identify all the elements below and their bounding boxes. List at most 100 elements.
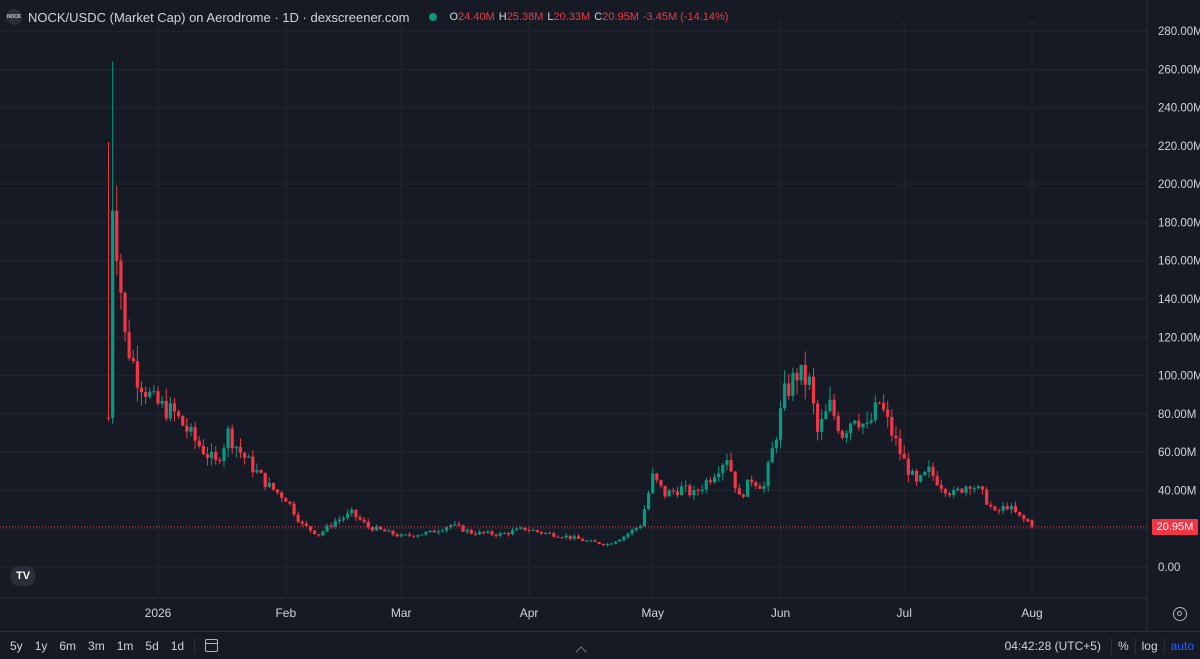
candle [510,527,515,536]
candle [197,436,201,449]
candle [733,471,737,494]
candle [914,468,919,486]
candle [292,501,296,517]
candle [853,419,857,426]
candle [407,532,412,538]
candle [556,535,560,538]
candle [622,535,626,542]
candle [395,532,399,538]
candle [543,532,548,536]
candle [787,373,791,400]
y-tick-label: 240.00M [1158,103,1200,115]
candle [564,533,568,540]
candle [626,532,630,539]
x-tick-label: Feb [275,606,296,620]
candle [832,393,836,421]
candle [811,368,816,415]
candle [387,529,391,532]
y-tick-label: 80.00M [1158,409,1196,421]
candle [589,539,593,542]
candle [461,524,465,533]
candle [189,423,193,437]
candle [523,527,527,532]
range-button-1m[interactable]: 1m [116,638,134,653]
candle [609,542,614,545]
candle [663,485,667,500]
candle [869,412,873,425]
candle [964,485,968,497]
market-status-icon[interactable] [429,13,438,21]
candle [770,441,774,463]
candle [209,443,214,466]
candle [412,535,416,538]
candle [560,536,564,539]
candle [218,457,222,465]
candle [403,533,407,536]
clock-display[interactable]: 04:42:28 (UTC+5) [1004,638,1101,653]
candle [226,425,230,458]
candle [432,529,436,533]
candle [684,480,688,493]
range-button-6m[interactable]: 6m [59,638,77,653]
candle [519,526,523,530]
candle [1030,519,1034,529]
candle [498,531,502,538]
range-button-5d[interactable]: 5d [145,638,159,653]
candle [156,386,160,406]
range-selector: 5y 1y 6m 3m 1m 5d 1d [4,639,190,653]
log-toggle[interactable]: log [1134,637,1164,654]
candle [106,142,111,422]
candle [795,368,799,395]
bottom-toolbar: 5y 1y 6m 3m 1m 5d 1d 04:42:28 (UTC+5) % log au… [0,631,1200,659]
candle [671,487,675,495]
y-tick-label: 100.00M [1158,371,1200,383]
candle [527,527,531,533]
candle [234,445,238,458]
candle [688,483,692,498]
candle [506,531,511,537]
tradingview-logo-icon[interactable]: TV [10,566,36,586]
x-tick-label: Jul [897,606,912,620]
gear-icon[interactable] [1173,607,1187,621]
time-axis: 2026 Feb Mar Apr May Jun Jul Aug [145,606,1043,620]
candle [774,436,778,453]
candle [572,534,576,541]
candle [337,515,341,525]
auto-toggle[interactable]: auto [1163,637,1200,654]
range-button-1y[interactable]: 1y [34,638,48,653]
candle [214,446,218,465]
candle [205,447,210,466]
range-button-5y[interactable]: 5y [10,638,23,653]
range-button-3m[interactable]: 3m [88,638,105,653]
candle [754,480,758,490]
candle [581,537,585,542]
candle [700,484,704,495]
candle [308,525,313,533]
candle [960,487,964,494]
percent-toggle[interactable]: % [1110,637,1135,654]
candle [222,444,226,467]
candle [985,486,989,506]
candle [857,413,861,432]
close-value: 20.95M [602,11,639,23]
last-price-label: 20.95M [1152,519,1198,535]
candle [919,474,923,483]
candle [667,488,671,497]
candle [642,505,647,527]
candle [362,516,366,524]
candle [329,522,333,529]
range-button-1d[interactable]: 1d [170,638,185,653]
symbol-title[interactable]: NOCK/USDC (Market Cap) on Aerodrome · 1D… [28,9,410,25]
toolbar-divider [194,637,196,654]
candle [576,534,581,540]
x-tick-label: Jun [771,606,790,620]
candle [758,482,762,489]
candle [358,514,362,522]
candle [947,491,952,498]
nock-logo-icon: NOCK [6,9,22,25]
candle [391,530,395,537]
candle [300,520,304,527]
candle [816,399,820,441]
calendar-icon[interactable] [205,639,219,652]
